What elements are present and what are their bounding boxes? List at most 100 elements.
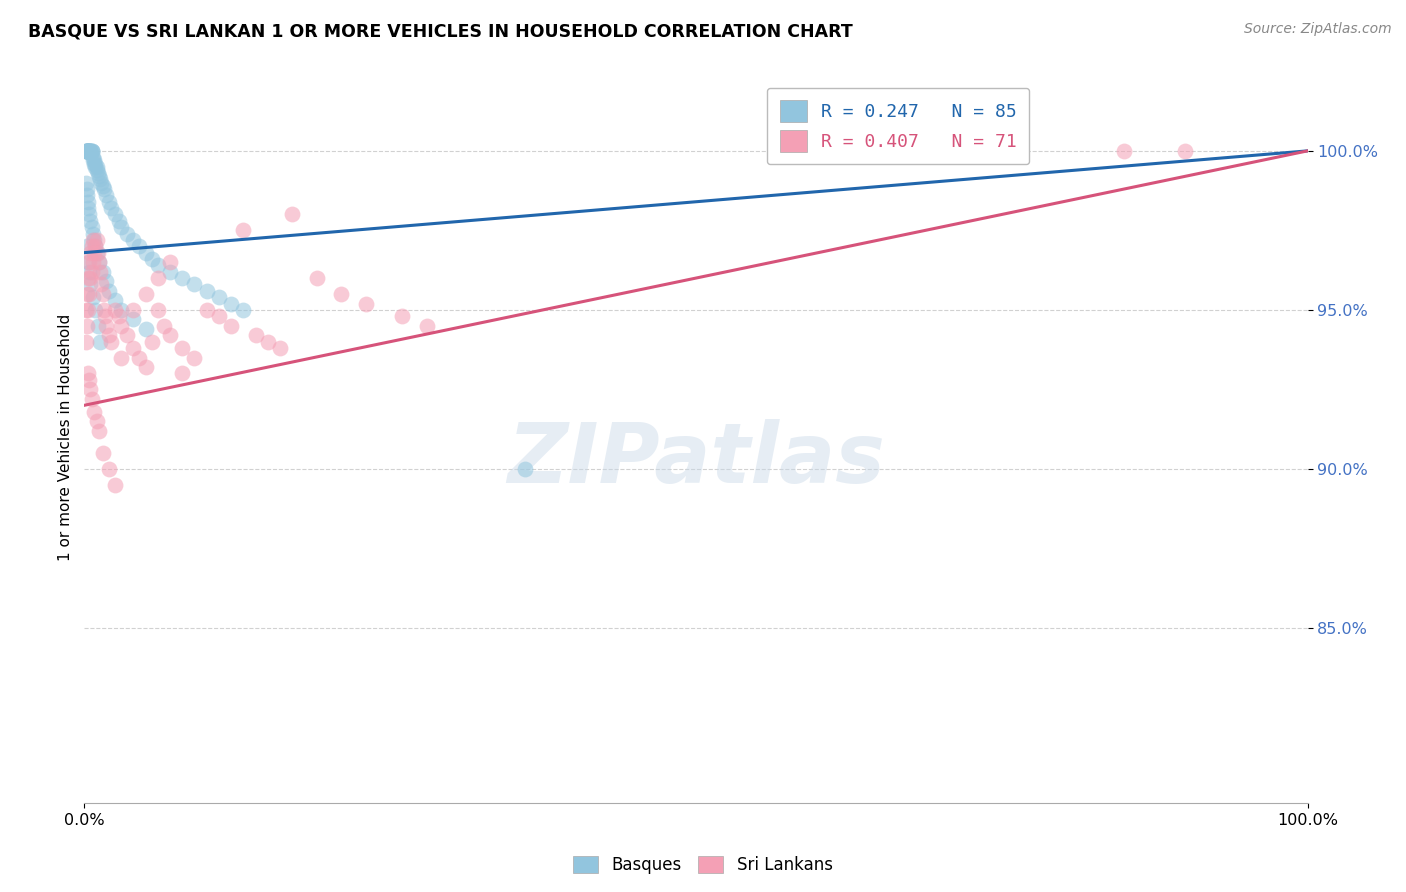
Point [128, 239, 150, 253]
Point [219, 318, 242, 333]
Point [77, 144, 100, 158]
Point [416, 318, 439, 333]
Point [80, 392, 103, 406]
Point [100, 201, 122, 215]
Point [90, 277, 112, 292]
Point [122, 341, 145, 355]
Point [77, 144, 100, 158]
Point [93, 182, 115, 196]
Point [122, 302, 145, 317]
Point [104, 293, 127, 308]
Point [195, 284, 218, 298]
Point [75, 334, 97, 349]
Point [76, 287, 98, 301]
Point [122, 233, 145, 247]
Point [77, 255, 100, 269]
Point [110, 220, 132, 235]
Legend: Basques, Sri Lankans: Basques, Sri Lankans [568, 851, 838, 880]
Point [91, 265, 114, 279]
Point [79, 245, 101, 260]
Point [93, 302, 115, 317]
Point [76, 318, 98, 333]
Point [77, 271, 100, 285]
Point [75, 144, 97, 158]
Point [75, 144, 97, 158]
Point [77, 287, 100, 301]
Point [76, 239, 98, 253]
Point [87, 255, 110, 269]
Text: BASQUE VS SRI LANKAN 1 OR MORE VEHICLES IN HOUSEHOLD CORRELATION CHART: BASQUE VS SRI LANKAN 1 OR MORE VEHICLES … [28, 22, 853, 40]
Point [135, 322, 157, 336]
Point [82, 227, 104, 241]
Point [80, 144, 103, 158]
Point [79, 144, 101, 158]
Text: Source: ZipAtlas.com: Source: ZipAtlas.com [1244, 22, 1392, 37]
Point [84, 160, 107, 174]
Point [183, 351, 205, 365]
Point [82, 233, 104, 247]
Point [141, 252, 163, 266]
Point [146, 302, 169, 317]
Point [79, 144, 101, 158]
Point [232, 223, 254, 237]
Point [82, 290, 104, 304]
Point [391, 310, 413, 324]
Point [77, 144, 100, 158]
Point [77, 194, 100, 209]
Point [80, 220, 103, 235]
Point [159, 255, 181, 269]
Point [257, 334, 280, 349]
Point [76, 144, 98, 158]
Point [79, 214, 101, 228]
Point [76, 182, 98, 196]
Point [80, 265, 103, 279]
Legend: R = 0.247   N = 85, R = 0.407   N = 71: R = 0.247 N = 85, R = 0.407 N = 71 [766, 87, 1029, 164]
Point [153, 318, 176, 333]
Point [83, 156, 105, 170]
Point [135, 245, 157, 260]
Point [84, 302, 107, 317]
Point [195, 302, 218, 317]
Point [79, 271, 101, 285]
Point [77, 367, 100, 381]
Point [115, 328, 138, 343]
Point [79, 277, 101, 292]
Point [110, 302, 132, 317]
Point [77, 201, 100, 215]
Point [87, 166, 110, 180]
Point [79, 144, 101, 158]
Point [89, 334, 111, 349]
Point [79, 144, 101, 158]
Point [146, 258, 169, 272]
Point [135, 360, 157, 375]
Point [75, 176, 97, 190]
Point [104, 477, 127, 491]
Point [159, 328, 181, 343]
Point [172, 367, 194, 381]
Point [245, 328, 267, 343]
Point [104, 302, 127, 317]
Point [77, 144, 100, 158]
Point [305, 271, 328, 285]
Point [128, 351, 150, 365]
Point [208, 290, 231, 304]
Point [208, 310, 231, 324]
Point [75, 144, 97, 158]
Point [84, 239, 107, 253]
Point [89, 265, 111, 279]
Point [77, 144, 100, 158]
Point [1174, 144, 1197, 158]
Point [83, 404, 105, 418]
Point [87, 245, 110, 260]
Point [89, 172, 111, 186]
Point [115, 227, 138, 241]
Point [330, 287, 353, 301]
Point [96, 188, 118, 202]
Point [91, 446, 114, 460]
Point [172, 271, 194, 285]
Point [84, 239, 107, 253]
Point [87, 169, 110, 184]
Point [80, 144, 103, 158]
Point [159, 265, 181, 279]
Point [82, 150, 104, 164]
